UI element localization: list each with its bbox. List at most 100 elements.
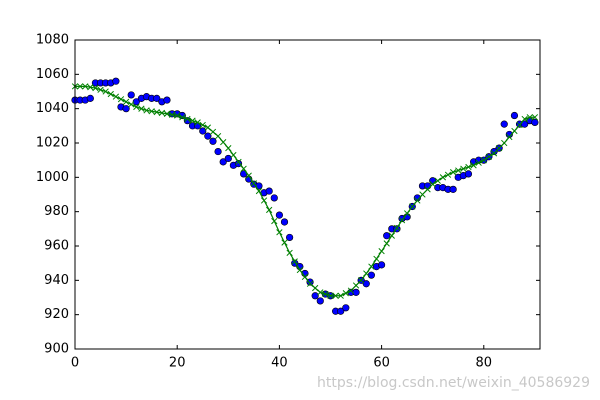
scatter-point [316, 297, 324, 305]
x-marker [117, 96, 125, 103]
x-marker [112, 93, 120, 100]
scatter-point [490, 147, 498, 156]
x-marker [424, 186, 431, 193]
x-marker [403, 210, 411, 217]
scatter-point [214, 147, 222, 156]
x-marker [291, 258, 298, 265]
x-marker [128, 101, 135, 108]
x-tick-label: 20 [169, 356, 186, 371]
x-marker [434, 177, 441, 184]
x-marker [312, 284, 319, 292]
x-marker [230, 151, 237, 159]
x-marker [444, 171, 452, 178]
x-marker [317, 289, 324, 296]
x-marker [174, 112, 181, 119]
scatter-point [224, 154, 232, 163]
x-marker [526, 114, 533, 121]
scatter-point [204, 132, 212, 140]
x-marker [189, 117, 196, 124]
x-marker [306, 280, 314, 287]
x-tick-label: 40 [271, 356, 288, 371]
scatter-point [275, 211, 283, 219]
scatter-point [510, 111, 519, 120]
x-marker [429, 181, 436, 188]
scatter-point [311, 292, 319, 300]
x-marker [495, 144, 503, 152]
x-marker [419, 191, 426, 198]
x-marker [87, 84, 94, 91]
x-marker [158, 109, 166, 117]
x-marker [516, 121, 523, 129]
scatter-point [163, 96, 171, 104]
scatter-point [464, 170, 473, 178]
scatter-point [132, 98, 140, 106]
x-marker [439, 174, 447, 181]
x-marker [102, 88, 109, 95]
scatter-point [234, 160, 243, 168]
x-marker [199, 121, 206, 129]
scatter-point [337, 307, 345, 315]
scatter-point [362, 280, 370, 288]
scatter-point [209, 137, 217, 145]
x-marker [485, 153, 493, 160]
scatter-point [449, 185, 457, 193]
scatter-point [219, 158, 227, 166]
x-marker [255, 187, 263, 195]
x-marker [368, 263, 375, 270]
x-marker [460, 165, 467, 172]
x-marker [204, 124, 212, 131]
y-tick-label: 900 [44, 342, 69, 357]
x-tick-label: 60 [373, 356, 390, 371]
x-marker [179, 114, 186, 121]
scatter-point [280, 218, 289, 226]
y-tick-label: 1000 [36, 170, 69, 185]
scatter-point [127, 91, 135, 99]
y-tick-label: 1080 [36, 33, 69, 48]
scatter-point [270, 194, 278, 202]
scatter-point [265, 187, 273, 195]
x-marker [388, 232, 395, 239]
x-marker [383, 240, 390, 247]
watermark: https://blog.csdn.net/weixin_40586929 [317, 375, 590, 391]
x-marker [220, 138, 227, 146]
x-tick-label: 0 [71, 356, 79, 371]
x-marker [501, 139, 508, 147]
x-marker [286, 249, 293, 257]
x-marker [393, 224, 401, 232]
scatter-point [500, 120, 508, 128]
x-marker [266, 206, 273, 214]
scatter-point [306, 278, 314, 286]
scatter-point [377, 261, 386, 269]
x-marker [296, 266, 303, 274]
x-marker [521, 115, 528, 123]
x-marker [82, 83, 89, 90]
scatter-point [112, 77, 120, 85]
x-marker [122, 98, 130, 105]
axes-frame [74, 39, 541, 350]
x-marker [194, 119, 201, 126]
x-marker [153, 108, 160, 116]
plot-area [71, 77, 539, 315]
x-marker [143, 107, 150, 114]
x-tick-label: 80 [476, 356, 493, 371]
scatter-point [367, 271, 375, 279]
scatter-point [531, 118, 539, 126]
x-marker [276, 229, 283, 236]
x-marker [76, 83, 84, 90]
x-marker [133, 103, 140, 111]
x-marker [337, 292, 344, 299]
x-marker [209, 128, 217, 135]
x-marker [470, 162, 477, 169]
scatter-point [122, 105, 130, 113]
x-marker [490, 150, 498, 157]
x-marker [373, 255, 380, 263]
scatter-point [342, 304, 350, 312]
x-marker [97, 86, 104, 93]
y-tick-label: 980 [44, 204, 69, 219]
x-marker [260, 197, 268, 204]
y-tick-label: 1040 [36, 101, 69, 116]
x-marker [301, 273, 309, 281]
scatter-point [423, 182, 432, 190]
x-marker [235, 158, 242, 166]
